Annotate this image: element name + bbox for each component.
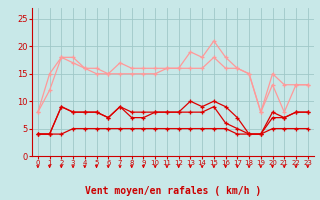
Text: Vent moyen/en rafales ( km/h ): Vent moyen/en rafales ( km/h ) bbox=[85, 186, 261, 196]
